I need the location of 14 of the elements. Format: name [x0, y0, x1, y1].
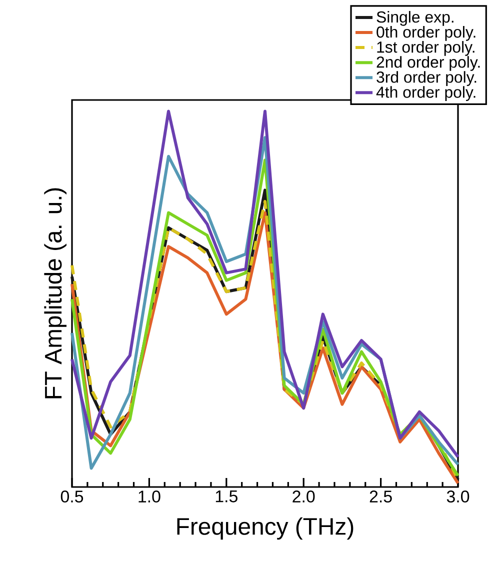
legend-label: 4th order poly.	[376, 86, 476, 101]
legend-label: 1st order poly.	[377, 41, 474, 56]
x-tick-label: 3.0	[446, 490, 470, 503]
legend-label: 0th order poly.	[376, 26, 476, 41]
x-tick-label: 1.0	[138, 490, 160, 503]
legend-label: Single exp.	[376, 10, 454, 26]
legend-label: 3rd order poly.	[376, 71, 476, 86]
x-tick-label: 2.0	[292, 490, 315, 503]
x-tick-label: 1.5	[216, 490, 238, 502]
x-tick-label: 2.5	[370, 490, 392, 503]
legend-label: 2nd order poly.	[376, 56, 480, 71]
x-tick-label: 0.5	[60, 490, 84, 503]
x-axis-title: Frequency (THz)	[177, 517, 354, 540]
y-axis-title: FT Amplitude (a. u.)	[44, 188, 66, 398]
